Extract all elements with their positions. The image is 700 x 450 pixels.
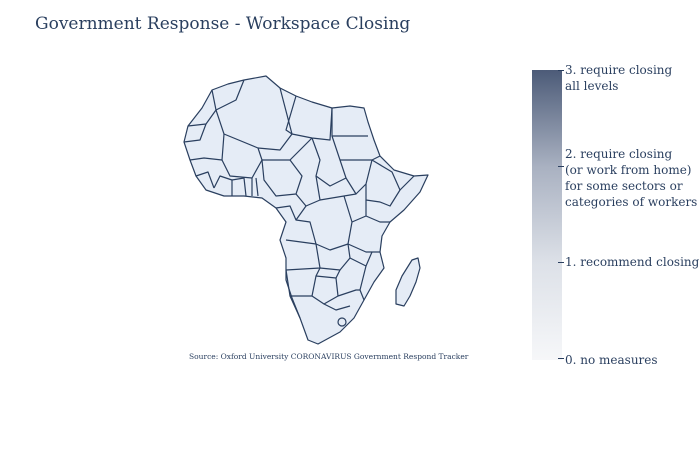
colorbar-tick-label: 3. require closing all levels <box>565 63 673 93</box>
source-note: Source: Oxford University CORONAVIRUS Go… <box>189 352 469 361</box>
colorbar-tick-label: 1. recommend closing <box>565 255 700 269</box>
africa-continent-outline[interactable] <box>183 75 429 345</box>
colorbar-tick-mark <box>558 166 564 167</box>
colorbar-tick-mark <box>558 70 564 71</box>
colorbar-tick-label: 2. require closing (or work from home) f… <box>565 147 698 209</box>
country-borders <box>183 79 415 327</box>
colorbar-tick-label: 0. no measures <box>565 353 658 367</box>
colorbar-tick-mark <box>558 262 564 263</box>
madagascar-shape[interactable] <box>395 257 421 307</box>
chart-title: Government Response - Workspace Closing <box>35 14 411 34</box>
colorbar-tick-mark <box>558 358 564 359</box>
colorbar <box>532 70 562 360</box>
